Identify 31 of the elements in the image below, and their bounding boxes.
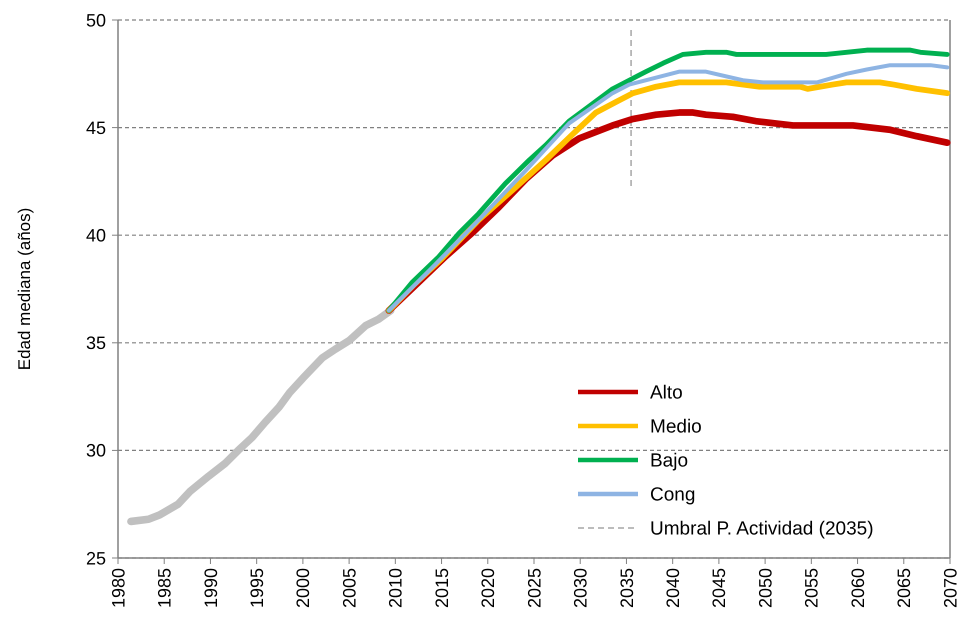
x-tick-label: 2020 — [478, 568, 498, 608]
x-tick-label: 2000 — [293, 568, 314, 608]
x-tick-label: 1990 — [200, 568, 221, 608]
y-tick-label: 25 — [86, 548, 106, 568]
legend-label: Umbral P. Actividad (2035) — [650, 518, 874, 540]
x-tick-label: 2050 — [755, 568, 776, 608]
x-tick-label: 2035 — [616, 568, 637, 608]
x-tick-label: 2055 — [802, 568, 822, 608]
legend-label: Medio — [650, 416, 702, 438]
x-tick-label: 2040 — [662, 568, 683, 608]
y-tick-label: 45 — [86, 118, 106, 138]
x-tick-label: 2065 — [894, 568, 914, 608]
y-tick-label: 35 — [86, 333, 106, 354]
x-tick-label: 2005 — [339, 568, 360, 608]
x-tick-label: 1995 — [246, 568, 267, 608]
x-tick-label: 2010 — [386, 568, 406, 608]
x-tick-label: 2015 — [432, 568, 452, 608]
x-tick-label: 2060 — [848, 568, 868, 608]
x-tick-label: 1980 — [108, 568, 128, 608]
legend-label: Bajo — [650, 450, 688, 472]
y-tick-label: 50 — [86, 10, 106, 30]
x-tick-label: 2030 — [570, 568, 591, 608]
y-tick-label: 30 — [86, 440, 106, 461]
x-tick-label: 1985 — [154, 568, 175, 608]
y-axis-title: Edad mediana (años) — [15, 208, 34, 370]
x-tick-label: 2070 — [940, 568, 960, 608]
x-tick-label: 2025 — [524, 568, 544, 608]
y-tick-label: 40 — [86, 226, 106, 246]
x-tick-label: 2045 — [709, 568, 730, 608]
legend-label: Alto — [650, 382, 683, 404]
legend-label: Cong — [650, 484, 696, 506]
